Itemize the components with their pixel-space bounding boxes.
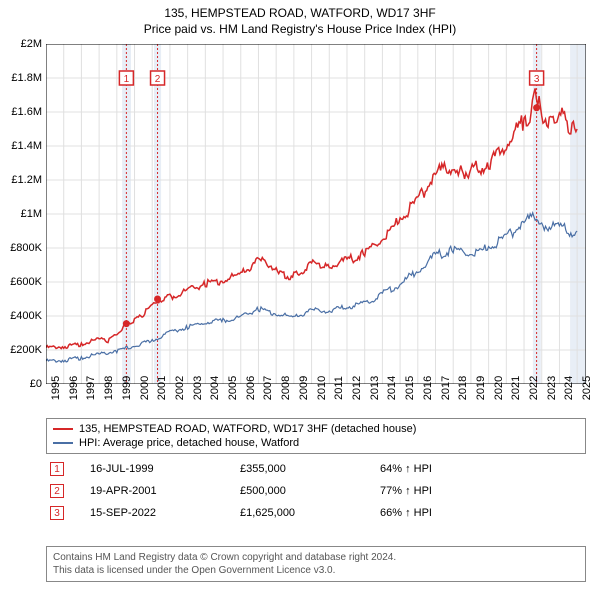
x-tick-label: 2012 bbox=[351, 376, 363, 400]
y-tick-label: £200K bbox=[10, 344, 42, 356]
event-marker: 1 bbox=[50, 462, 64, 476]
event-row: 1 16-JUL-1999£355,00064% ↑ HPI bbox=[46, 458, 586, 480]
legend-swatch bbox=[53, 428, 73, 430]
event-row: 2 19-APR-2001£500,00077% ↑ HPI bbox=[46, 480, 586, 502]
x-tick-label: 2008 bbox=[280, 376, 292, 400]
x-tick-label: 2000 bbox=[139, 376, 151, 400]
event-marker: 3 bbox=[50, 506, 64, 520]
y-tick-label: £1.8M bbox=[11, 72, 42, 84]
legend: 135, HEMPSTEAD ROAD, WATFORD, WD17 3HF (… bbox=[46, 418, 586, 454]
x-tick-label: 2013 bbox=[369, 376, 381, 400]
x-tick-label: 2022 bbox=[528, 376, 540, 400]
x-tick-label: 2002 bbox=[174, 376, 186, 400]
legend-label: HPI: Average price, detached house, Watf… bbox=[79, 437, 299, 449]
x-tick-label: 2007 bbox=[262, 376, 274, 400]
x-tick-label: 2005 bbox=[227, 376, 239, 400]
chart-svg: 1 2 3 bbox=[46, 44, 586, 384]
chart-title: 135, HEMPSTEAD ROAD, WATFORD, WD17 3HF bbox=[0, 0, 600, 20]
footer-line: Contains HM Land Registry data © Crown c… bbox=[53, 551, 579, 564]
x-tick-label: 1996 bbox=[68, 376, 80, 400]
x-tick-label: 2014 bbox=[386, 376, 398, 400]
legend-label: 135, HEMPSTEAD ROAD, WATFORD, WD17 3HF (… bbox=[79, 423, 416, 435]
legend-swatch bbox=[53, 442, 73, 444]
x-tick-label: 2018 bbox=[457, 376, 469, 400]
events-table: 1 16-JUL-1999£355,00064% ↑ HPI 2 19-APR-200… bbox=[46, 458, 586, 524]
y-tick-label: £1.4M bbox=[11, 140, 42, 152]
x-tick-label: 2010 bbox=[316, 376, 328, 400]
event-pct: 64% ↑ HPI bbox=[380, 463, 500, 475]
x-tick-label: 2020 bbox=[493, 376, 505, 400]
x-tick-label: 2019 bbox=[475, 376, 487, 400]
y-tick-label: £2M bbox=[21, 38, 42, 50]
x-tick-label: 1995 bbox=[50, 376, 62, 400]
x-tick-label: 2004 bbox=[209, 376, 221, 400]
event-price: £1,625,000 bbox=[240, 507, 380, 519]
x-tick-label: 2017 bbox=[440, 376, 452, 400]
x-tick-label: 1997 bbox=[85, 376, 97, 400]
svg-text:3: 3 bbox=[534, 74, 540, 85]
event-date: 15-SEP-2022 bbox=[70, 507, 240, 519]
y-tick-label: £1M bbox=[21, 208, 42, 220]
x-tick-label: 2015 bbox=[404, 376, 416, 400]
x-tick-label: 2001 bbox=[156, 376, 168, 400]
chart-area: 1 2 3 bbox=[46, 44, 586, 384]
event-price: £500,000 bbox=[240, 485, 380, 497]
footer-line: This data is licensed under the Open Gov… bbox=[53, 564, 579, 577]
y-tick-label: £600K bbox=[10, 276, 42, 288]
x-tick-label: 2011 bbox=[333, 376, 345, 400]
svg-text:1: 1 bbox=[124, 74, 130, 85]
y-tick-label: £0 bbox=[30, 378, 42, 390]
y-tick-label: £400K bbox=[10, 310, 42, 322]
event-marker: 2 bbox=[50, 484, 64, 498]
legend-item: HPI: Average price, detached house, Watf… bbox=[53, 436, 579, 450]
footer-attribution: Contains HM Land Registry data © Crown c… bbox=[46, 546, 586, 582]
x-tick-label: 2024 bbox=[563, 376, 575, 400]
event-pct: 77% ↑ HPI bbox=[380, 485, 500, 497]
event-pct: 66% ↑ HPI bbox=[380, 507, 500, 519]
x-tick-label: 2025 bbox=[581, 376, 593, 400]
event-date: 19-APR-2001 bbox=[70, 485, 240, 497]
x-tick-label: 2003 bbox=[192, 376, 204, 400]
x-tick-label: 1999 bbox=[121, 376, 133, 400]
y-tick-label: £1.2M bbox=[11, 174, 42, 186]
svg-text:2: 2 bbox=[155, 74, 161, 85]
legend-item: 135, HEMPSTEAD ROAD, WATFORD, WD17 3HF (… bbox=[53, 422, 579, 436]
event-row: 3 15-SEP-2022£1,625,00066% ↑ HPI bbox=[46, 502, 586, 524]
x-tick-label: 2023 bbox=[546, 376, 558, 400]
event-date: 16-JUL-1999 bbox=[70, 463, 240, 475]
x-tick-label: 2009 bbox=[298, 376, 310, 400]
y-tick-label: £800K bbox=[10, 242, 42, 254]
x-tick-label: 1998 bbox=[103, 376, 115, 400]
x-tick-label: 2016 bbox=[422, 376, 434, 400]
chart-subtitle: Price paid vs. HM Land Registry's House … bbox=[0, 20, 600, 40]
event-price: £355,000 bbox=[240, 463, 380, 475]
x-tick-label: 2006 bbox=[245, 376, 257, 400]
y-tick-label: £1.6M bbox=[11, 106, 42, 118]
x-tick-label: 2021 bbox=[510, 376, 522, 400]
chart-container: 135, HEMPSTEAD ROAD, WATFORD, WD17 3HF P… bbox=[0, 0, 600, 590]
